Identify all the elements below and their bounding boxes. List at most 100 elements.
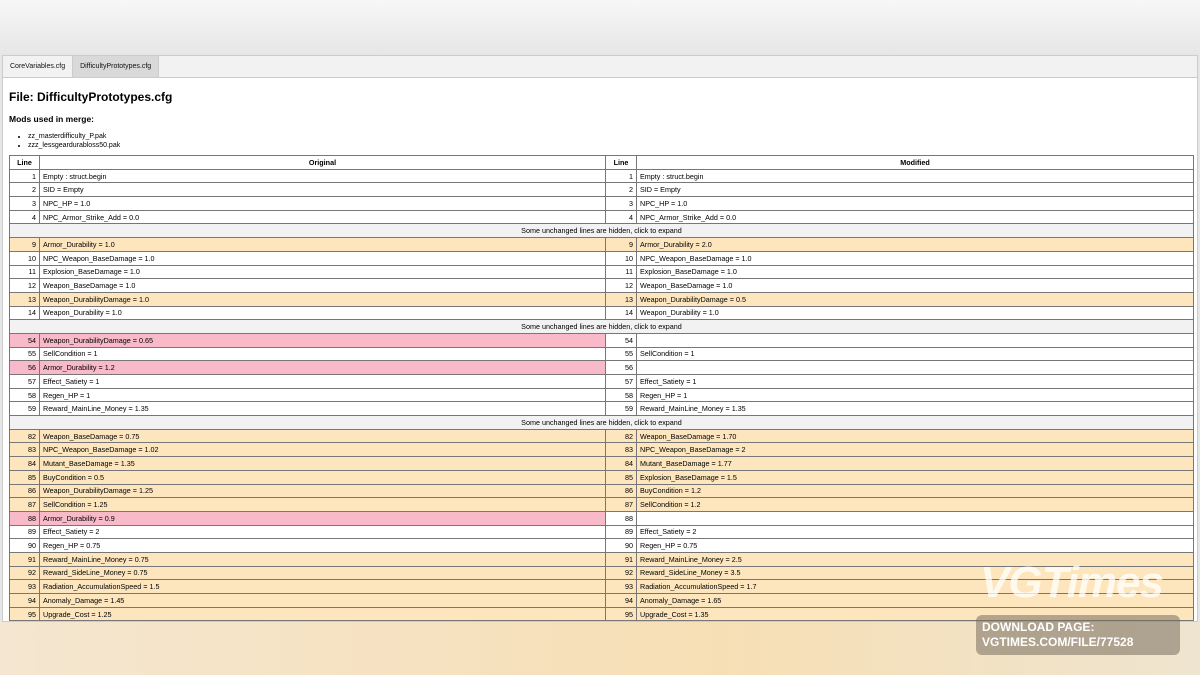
column-header: Line xyxy=(9,155,40,170)
diff-row: 85 BuyCondition = 0.5 85 Explosion_BaseDama… xyxy=(9,469,1194,485)
tab[interactable]: DifficultyPrototypes.cfg xyxy=(73,56,160,77)
header-row: Line Original Line Modified xyxy=(9,155,1194,170)
line-text: Armor_Durability = 1.0 xyxy=(39,237,606,252)
line-text: Weapon_BaseDamage = 1.0 xyxy=(636,278,1194,293)
line-number: 14 xyxy=(9,305,40,321)
mod-item: zzz_lessgeardurabloss50.pak xyxy=(28,141,1197,150)
line-text: Regen_HP = 0.75 xyxy=(39,538,606,553)
expand-row[interactable]: Some unchanged lines are hidden, click t… xyxy=(9,223,1194,239)
diff-row: 90 Regen_HP = 0.75 90 Regen_HP = 0.75 xyxy=(9,538,1194,553)
file-title: File: DifficultyPrototypes.cfg xyxy=(9,90,173,104)
diff-row: 59 Reward_MainLine_Money = 1.35 59 Reward_M… xyxy=(9,401,1194,417)
line-number: 85 xyxy=(9,469,40,485)
line-text: BuyCondition = 1.2 xyxy=(636,483,1194,499)
diff-row: 3 NPC_HP = 1.0 3 NPC_HP = 1.0 xyxy=(9,196,1194,211)
column-header: Original xyxy=(39,155,606,170)
diff-row: 94 Anomaly_Damage = 1.45 94 Anomaly_Damage … xyxy=(9,593,1194,608)
diff-row: 11 Explosion_BaseDamage = 1.0 11 Explosion_… xyxy=(9,264,1194,280)
diff-row: 14 Weapon_Durability = 1.0 14 Weapon_Durabi… xyxy=(9,305,1194,321)
diff-row: 95 Upgrade_Cost = 1.25 95 Upgrade_Cost = 1.… xyxy=(9,606,1194,621)
line-text: Mutant_BaseDamage = 1.35 xyxy=(39,456,606,471)
line-number: 84 xyxy=(605,456,637,471)
line-number: 54 xyxy=(605,332,637,348)
line-number: 95 xyxy=(9,606,40,621)
line-number: 59 xyxy=(9,401,40,417)
expand-link[interactable]: Some unchanged lines are hidden, click t… xyxy=(9,415,1194,430)
line-text: Regen_HP = 1 xyxy=(636,387,1194,403)
line-number: 4 xyxy=(605,209,637,225)
line-text: Empty : struct.begin xyxy=(39,168,606,184)
line-text: Effect_Satiety = 1 xyxy=(39,374,606,389)
line-number: 83 xyxy=(605,442,637,458)
diff-row: 13 Weapon_DurabilityDamage = 1.0 13 Weapon_… xyxy=(9,291,1194,307)
line-number: 55 xyxy=(605,346,637,362)
line-number: 90 xyxy=(605,538,637,553)
line-text: Effect_Satiety = 2 xyxy=(636,524,1194,540)
line-number: 10 xyxy=(605,250,637,266)
line-number: 9 xyxy=(605,237,637,252)
line-number: 87 xyxy=(9,497,40,512)
line-text: Anomaly_Damage = 1.65 xyxy=(636,593,1194,608)
expand-link[interactable]: Some unchanged lines are hidden, click t… xyxy=(9,319,1194,334)
watermark-logo: VGTimes xyxy=(980,558,1164,607)
line-number: 14 xyxy=(605,305,637,321)
line-text: Effect_Satiety = 2 xyxy=(39,524,606,540)
line-text: Weapon_BaseDamage = 0.75 xyxy=(39,428,606,444)
line-number: 88 xyxy=(605,510,637,526)
line-number: 56 xyxy=(605,360,637,375)
line-text: BuyCondition = 0.5 xyxy=(39,469,606,485)
line-number: 84 xyxy=(9,456,40,471)
diff-row: 83 NPC_Weapon_BaseDamage = 1.02 83 NPC_Weap… xyxy=(9,442,1194,458)
line-text: SID = Empty xyxy=(636,182,1194,198)
download-label: DOWNLOAD PAGE: xyxy=(982,620,1095,634)
diff-row: 87 SellCondition = 1.25 87 SellCondition = … xyxy=(9,497,1194,512)
line-number: 94 xyxy=(605,593,637,608)
diff-row: 4 NPC_Armor_Strike_Add = 0.0 4 NPC_Armor_St… xyxy=(9,209,1194,225)
expand-row[interactable]: Some unchanged lines are hidden, click t… xyxy=(9,415,1194,430)
line-text xyxy=(636,510,1194,526)
line-text: SellCondition = 1.2 xyxy=(636,497,1194,512)
column-header: Modified xyxy=(636,155,1194,170)
line-number: 3 xyxy=(9,196,40,211)
expand-row[interactable]: Some unchanged lines are hidden, click t… xyxy=(9,319,1194,334)
line-number: 92 xyxy=(605,565,637,581)
line-number: 11 xyxy=(605,264,637,280)
line-text: NPC_Weapon_BaseDamage = 2 xyxy=(636,442,1194,458)
line-text: Effect_Satiety = 1 xyxy=(636,374,1194,389)
line-text: SellCondition = 1 xyxy=(636,346,1194,362)
line-text: NPC_HP = 1.0 xyxy=(39,196,606,211)
line-text: Weapon_BaseDamage = 1.70 xyxy=(636,428,1194,444)
line-text: Armor_Durability = 2.0 xyxy=(636,237,1194,252)
line-number: 2 xyxy=(605,182,637,198)
line-text: Explosion_BaseDamage = 1.0 xyxy=(636,264,1194,280)
diff-row: 10 NPC_Weapon_BaseDamage = 1.0 10 NPC_Weapo… xyxy=(9,250,1194,266)
line-number: 91 xyxy=(605,551,637,567)
mods-list: zz_masterdifficulty_P.pakzzz_lessgeardur… xyxy=(3,132,1197,150)
line-number: 93 xyxy=(9,579,40,594)
line-text: Weapon_DurabilityDamage = 0.5 xyxy=(636,291,1194,307)
expand-link[interactable]: Some unchanged lines are hidden, click t… xyxy=(9,223,1194,239)
line-number: 3 xyxy=(605,196,637,211)
line-number: 58 xyxy=(605,387,637,403)
tab-bar: CoreVariables.cfg DifficultyPrototypes.cf… xyxy=(3,56,1197,78)
line-text: Explosion_BaseDamage = 1.0 xyxy=(39,264,606,280)
line-number: 88 xyxy=(9,510,40,526)
line-text: Weapon_DurabilityDamage = 0.65 xyxy=(39,332,606,348)
line-text: NPC_Armor_Strike_Add = 0.0 xyxy=(39,209,606,225)
line-text: Weapon_DurabilityDamage = 1.0 xyxy=(39,291,606,307)
line-text: Radiation_AccumulationSpeed = 1.5 xyxy=(39,579,606,594)
diff-row: 89 Effect_Satiety = 2 89 Effect_Satiety = 2 xyxy=(9,524,1194,540)
diff-row: 82 Weapon_BaseDamage = 0.75 82 Weapon_BaseD… xyxy=(9,428,1194,444)
line-number: 12 xyxy=(9,278,40,293)
diff-row: 55 SellCondition = 1 55 SellCondition = 1 xyxy=(9,346,1194,362)
diff-row: 9 Armor_Durability = 1.0 9 Armor_Durability… xyxy=(9,237,1194,252)
line-number: 12 xyxy=(605,278,637,293)
line-text: Armor_Durability = 1.2 xyxy=(39,360,606,375)
line-text: Radiation_AccumulationSpeed = 1.7 xyxy=(636,579,1194,594)
tab[interactable]: CoreVariables.cfg xyxy=(3,56,74,77)
diff-row: 93 Radiation_AccumulationSpeed = 1.5 93 Rad… xyxy=(9,579,1194,594)
line-number: 56 xyxy=(9,360,40,375)
diff-row: 84 Mutant_BaseDamage = 1.35 84 Mutant_BaseD… xyxy=(9,456,1194,471)
mods-heading: Mods used in merge: xyxy=(9,114,95,124)
line-number: 83 xyxy=(9,442,40,458)
